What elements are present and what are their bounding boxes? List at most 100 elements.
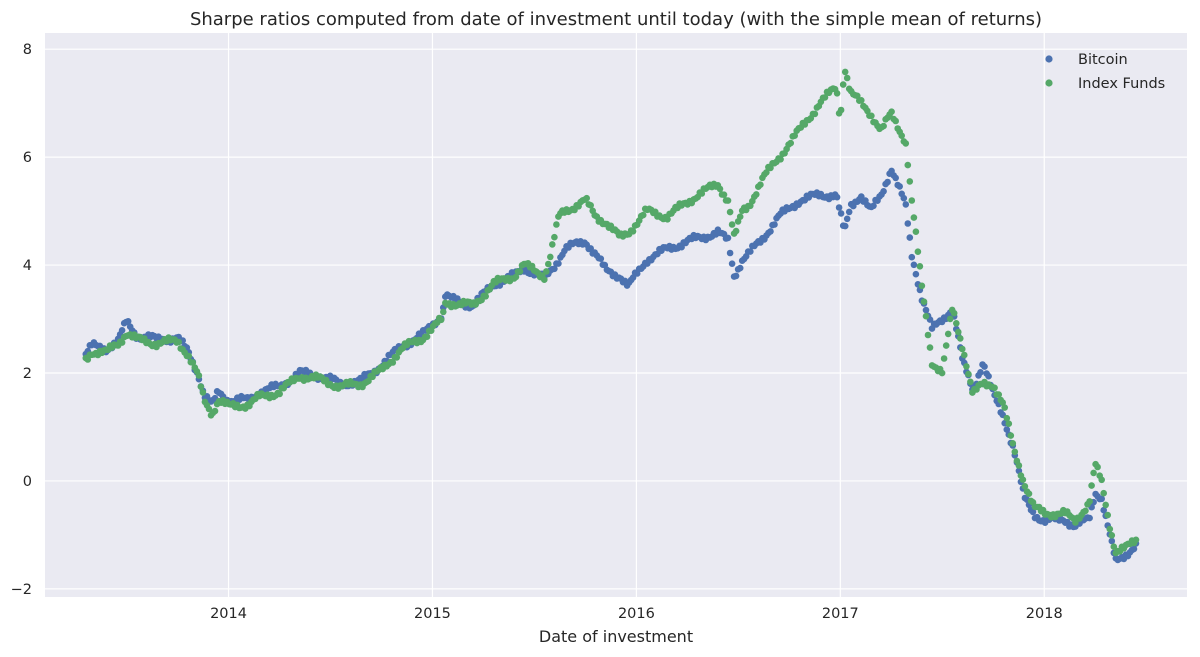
index-funds-point (777, 156, 784, 163)
index-funds-point (841, 68, 849, 76)
index-funds-point (728, 221, 736, 228)
bitcoin-point (985, 372, 992, 380)
index-funds-point (944, 330, 952, 338)
bitcoin-point (732, 272, 740, 280)
index-funds-point (549, 241, 556, 248)
index-funds-point (732, 227, 740, 235)
chart-title: Sharpe ratios computed from date of inve… (190, 9, 1042, 30)
index-funds-point (938, 369, 946, 377)
index-funds-point (1106, 525, 1114, 533)
index-funds-point (482, 293, 490, 300)
index-funds-point (1019, 476, 1027, 484)
x-tick-label: 2014 (210, 606, 247, 622)
index-funds-point (1011, 448, 1019, 456)
bitcoin-point (858, 193, 865, 200)
index-funds-point (950, 309, 958, 317)
index-funds-point (880, 122, 887, 130)
legend: Bitcoin Index Funds (1045, 52, 1165, 92)
index-funds-point (185, 352, 193, 360)
bitcoin-point (900, 194, 908, 202)
bitcoin-point (1108, 537, 1116, 545)
index-funds-point (999, 399, 1006, 406)
bitcoin-point (977, 369, 984, 376)
bitcoin-point (1100, 506, 1107, 514)
index-funds-point (639, 211, 647, 219)
index-funds-point (583, 194, 590, 202)
index-funds-point (926, 344, 934, 351)
bitcoin-point (724, 234, 732, 242)
axis-ticks: 2014 2015 2016 2017 2018 −2 0 2 4 6 8 (11, 42, 1063, 622)
index-funds-point (551, 233, 558, 241)
index-funds-point (959, 345, 966, 353)
index-funds-point (839, 81, 847, 88)
index-funds-point (199, 389, 207, 396)
index-funds-point (118, 339, 126, 346)
index-funds-point (787, 139, 794, 147)
bitcoin-point (870, 202, 877, 210)
index-funds-point (763, 169, 770, 176)
index-funds-point (587, 202, 594, 209)
index-funds-point (1094, 463, 1101, 471)
index-funds-point (211, 407, 219, 415)
index-funds-point (720, 191, 728, 198)
y-tick-label: 8 (23, 42, 32, 58)
bitcoin-point (833, 193, 841, 201)
x-tick-label: 2015 (414, 606, 451, 622)
x-tick-label: 2016 (618, 606, 655, 622)
index-funds-point (957, 335, 964, 342)
index-funds-point (1100, 489, 1107, 497)
bitcoin-point (124, 318, 132, 325)
index-funds-point (553, 221, 560, 228)
index-funds-point (908, 197, 916, 204)
index-funds-point (843, 74, 851, 82)
bitcoin-point (904, 220, 912, 227)
index-funds-point (904, 161, 912, 169)
bitcoin-point (906, 234, 914, 241)
bitcoin-point (587, 245, 594, 252)
bitcoin-point (896, 183, 903, 190)
bitcoin-point (1086, 514, 1093, 522)
index-funds-point (629, 228, 637, 235)
index-funds-point (698, 190, 706, 197)
index-funds-point (1098, 476, 1105, 484)
index-funds-point (1001, 404, 1008, 411)
bitcoin-point (1003, 426, 1011, 433)
bitcoin-point (1029, 508, 1037, 516)
index-funds-point (912, 228, 920, 235)
bitcoin-point (880, 188, 887, 195)
bitcoin-point (1130, 545, 1138, 553)
index-funds-point (726, 208, 734, 216)
index-funds-point (716, 185, 724, 193)
index-funds-point (892, 117, 899, 125)
index-funds-point (440, 308, 447, 316)
index-funds-point (1015, 462, 1023, 469)
index-funds-point (924, 331, 932, 339)
index-funds-point (369, 373, 376, 381)
bitcoin-point (908, 253, 916, 261)
x-tick-label: 2018 (1026, 606, 1063, 622)
index-funds-point (1104, 511, 1111, 519)
index-funds-point (1082, 507, 1089, 515)
index-funds-point (724, 197, 732, 204)
y-tick-label: 0 (23, 474, 32, 490)
legend-marker-index-funds (1045, 79, 1053, 87)
index-funds-point (1132, 536, 1140, 544)
bitcoin-point (118, 327, 126, 334)
plot-area (45, 33, 1187, 597)
index-funds-point (1025, 490, 1033, 498)
index-funds-point (922, 312, 930, 320)
bitcoin-point (892, 174, 899, 182)
data-points (82, 68, 1140, 564)
index-funds-point (888, 108, 895, 115)
index-funds-point (961, 351, 968, 359)
index-funds-point (753, 191, 760, 198)
index-funds-point (868, 112, 875, 120)
index-funds-point (910, 214, 918, 221)
index-funds-point (963, 363, 970, 370)
index-funds-point (1009, 440, 1017, 447)
legend-label-bitcoin: Bitcoin (1078, 52, 1128, 68)
bitcoin-point (837, 210, 845, 217)
bitcoin-point (736, 264, 744, 272)
index-funds-point (423, 333, 431, 341)
y-tick-label: 6 (23, 150, 32, 166)
